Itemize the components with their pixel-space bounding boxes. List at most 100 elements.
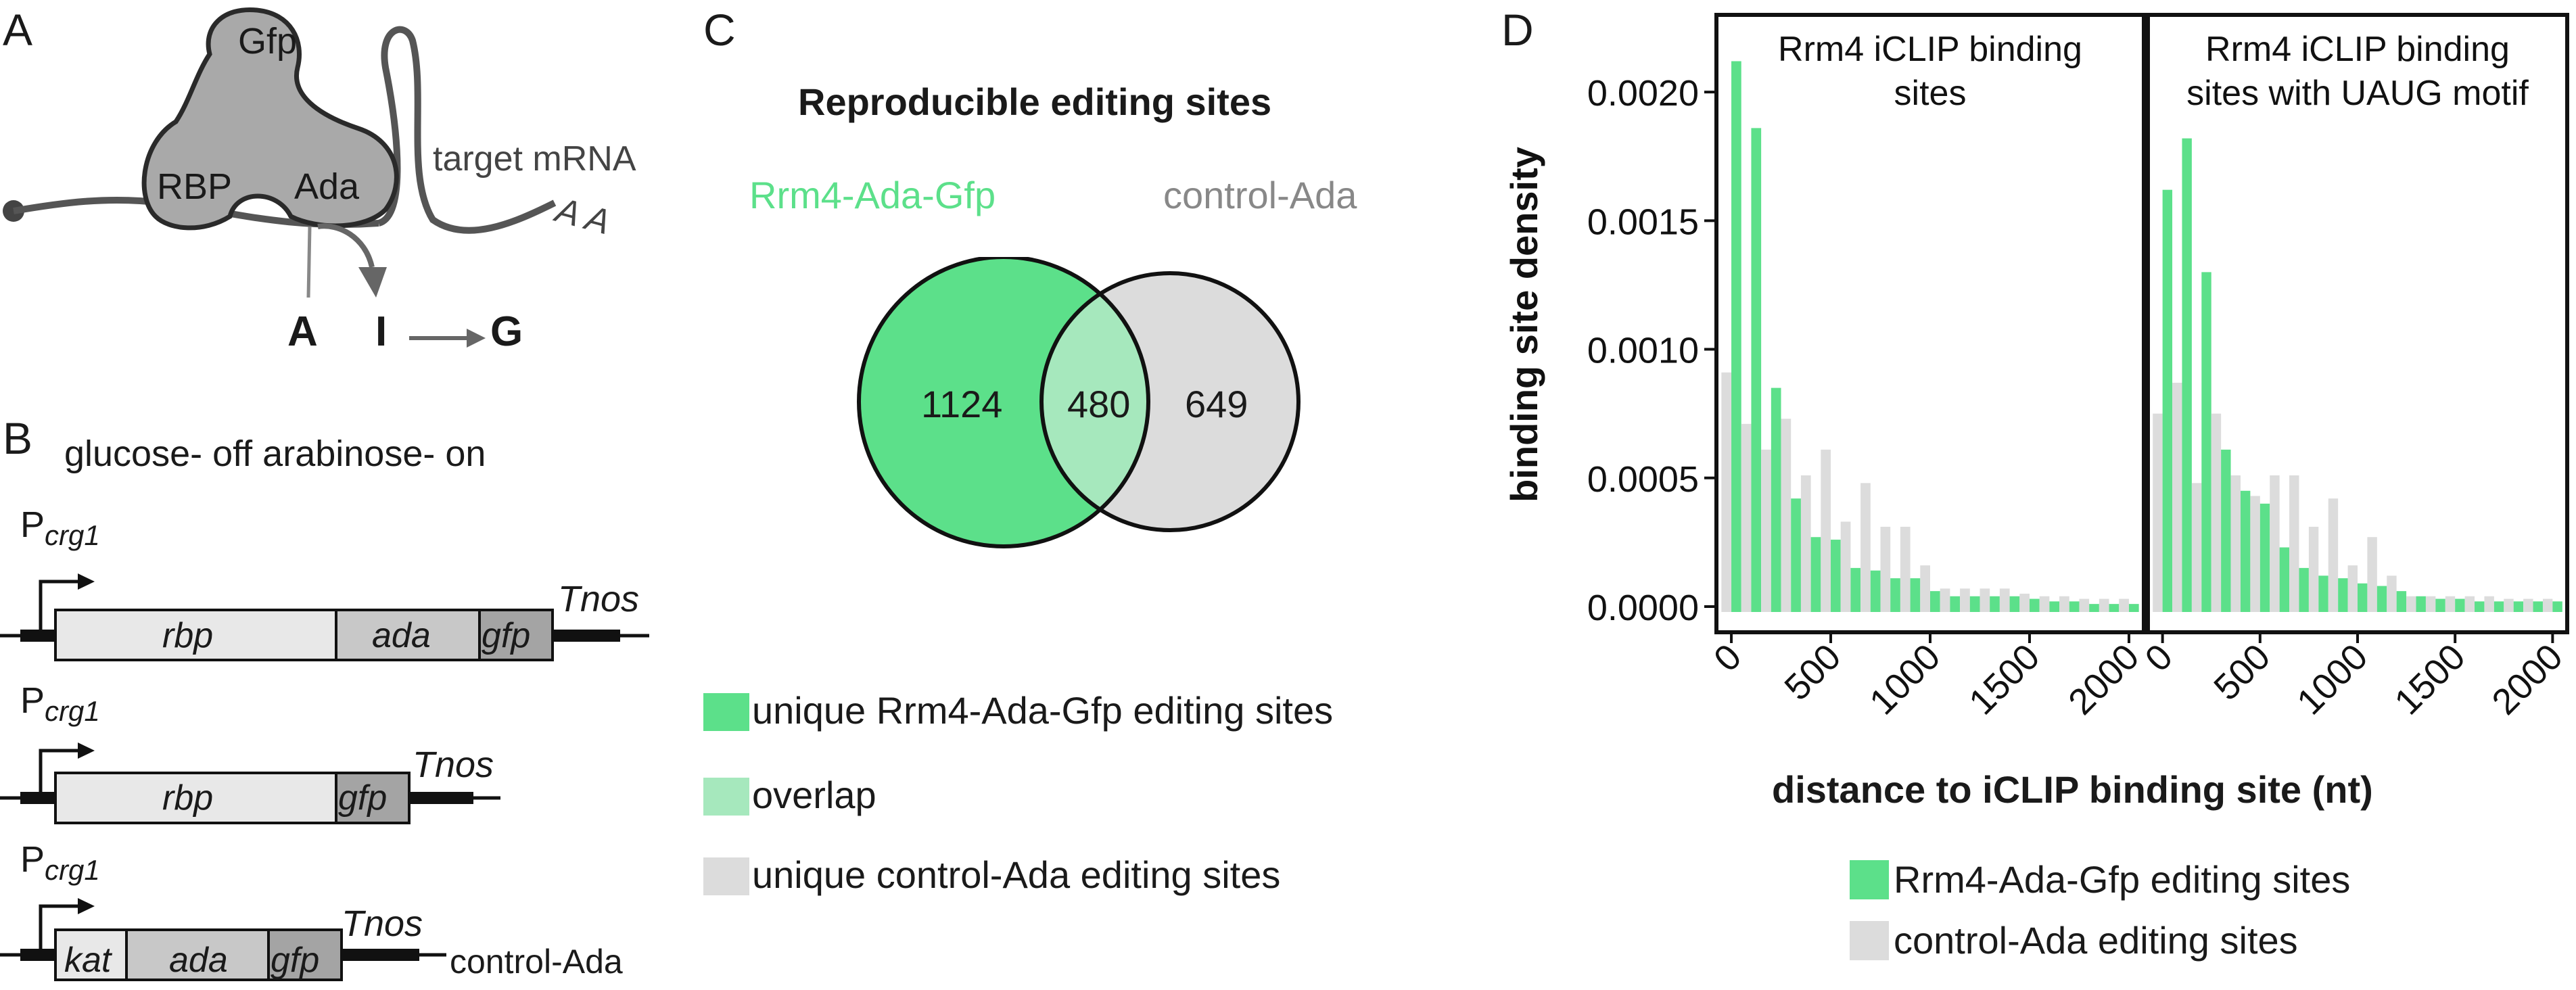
bar-rrm4 (1731, 61, 1741, 613)
bar-control (2119, 598, 2129, 612)
bar-control (1821, 449, 1831, 612)
venn-title: Reproducible editing sites (798, 80, 1272, 123)
construct2-rbp: rbp (162, 778, 214, 818)
bar-rrm4 (1850, 567, 1861, 612)
bar-control (2542, 598, 2553, 612)
construct1-tnos: Tnos (558, 579, 640, 619)
bar-control (1940, 588, 1950, 612)
bar-control (1840, 521, 1851, 612)
construct1-gfp: gfp (482, 616, 531, 655)
legend-swatch-control (1850, 921, 1889, 960)
x-tick-label: 1000 (1862, 636, 1948, 722)
rbp-ada-schematic (3, 7, 557, 348)
density-bar-charts: binding site density 0.0000 0.0005 0.0010 0.… (1503, 13, 2571, 722)
legend-swatch-unique2 (703, 857, 749, 895)
rbp-box (54, 772, 337, 824)
bar-control (2464, 596, 2475, 612)
bar-rrm4 (2221, 449, 2231, 612)
bar-control (1880, 527, 1891, 612)
promoter-block (20, 949, 57, 961)
promoter-arrow (39, 580, 81, 630)
bar-control (1761, 449, 1771, 612)
bar-control (2153, 413, 2163, 612)
bar-rrm4 (1810, 537, 1821, 612)
x-tick-label: 500 (1777, 636, 1848, 708)
construct-3-diagram (0, 898, 446, 981)
bar-control (2308, 527, 2319, 612)
y-tick-label: 0.0010 (1587, 331, 1699, 371)
bar-rrm4 (1791, 498, 1801, 612)
terminator-block (409, 792, 473, 804)
mrna-loop (377, 26, 557, 234)
bar-control (1920, 565, 1930, 612)
target-mrna-label: target mRNA (433, 139, 636, 179)
x-tick-label: 500 (2206, 636, 2278, 708)
site-tick (306, 226, 312, 298)
x-axis-label: distance to iCLIP binding site (nt) (1772, 768, 2373, 811)
legend-rrm4: Rrm4-Ada-Gfp editing sites (1894, 858, 2351, 901)
bar-control (2523, 598, 2533, 612)
venn-unique1-count: 1124 (921, 383, 1003, 425)
bar-control (1900, 527, 1911, 612)
promoter-p: P (20, 839, 45, 880)
bar-rrm4 (1870, 570, 1881, 612)
facet-title-line2: sites with UAUG motif (2186, 74, 2529, 113)
venn-overlap-count: 480 (1067, 383, 1131, 425)
promoter-sub: crg1 (45, 694, 100, 727)
bar-control (2504, 598, 2514, 612)
facet-title-line1: Rrm4 iCLIP binding (1778, 30, 2082, 69)
legend-control: control-Ada editing sites (1894, 919, 2298, 962)
facet-title-line2: sites (1894, 74, 1967, 113)
bar-control (1781, 419, 1792, 612)
gfp-box (267, 928, 343, 981)
rbp-box (54, 609, 337, 661)
panel-b-label: B (3, 413, 33, 463)
bar-rrm4 (2009, 596, 2020, 612)
construct3-name: control-Ada (450, 943, 623, 981)
bar-rrm4 (2128, 604, 2139, 612)
legend-swatch-overlap (703, 778, 749, 816)
bar-rrm4 (2338, 578, 2348, 612)
bar-control (2367, 537, 2377, 612)
protein-complex-shape (141, 7, 399, 231)
bar-control (2484, 596, 2494, 612)
venn-diagram (857, 257, 1301, 548)
facet-title-line1: Rrm4 iCLIP binding (2205, 30, 2510, 69)
bar-control (2425, 596, 2436, 612)
bar-rrm4 (2455, 598, 2465, 612)
promoter-label-1: Pcrg1 (20, 504, 100, 552)
construct1-rbp: rbp (162, 616, 214, 655)
bar-control (2099, 598, 2109, 612)
bar-rrm4 (1890, 578, 1900, 612)
bar-rrm4 (1771, 387, 1781, 612)
bar-rrm4 (2201, 272, 2211, 612)
bar-rrm4 (2533, 601, 2543, 612)
construct3-tnos: Tnos (342, 903, 423, 944)
bar-rrm4 (2049, 601, 2060, 612)
bar-rrm4 (2493, 601, 2504, 612)
venn-set1-label: Rrm4-Ada-Gfp (749, 174, 996, 216)
venn-set2-label: control-Ada (1163, 174, 1357, 216)
bar-rrm4 (1831, 540, 1841, 612)
bar-control (2406, 596, 2416, 612)
construct-1-diagram (0, 573, 649, 661)
ada-label: Ada (294, 166, 360, 207)
x-tick-label: 0 (1706, 636, 1750, 680)
bar-rrm4 (2396, 591, 2407, 612)
promoter-block (20, 792, 57, 804)
bar-control (2328, 498, 2339, 612)
y-tick-label: 0.0005 (1587, 459, 1699, 500)
bar-control (1999, 588, 2010, 612)
bar-control (2211, 413, 2222, 612)
bar-rrm4 (2416, 596, 2426, 612)
bar-control (2289, 475, 2299, 612)
promoter-block (20, 630, 57, 642)
terminator-block (342, 949, 419, 961)
nucleotide-g: G (490, 308, 523, 355)
y-axis-label: binding site density (1503, 147, 1545, 502)
construct-2-diagram (0, 742, 500, 824)
bar-control (2250, 496, 2260, 612)
editing-arrowhead (358, 267, 387, 298)
legend-swatch-rrm4 (1850, 860, 1889, 899)
promoter-p: P (20, 680, 45, 721)
